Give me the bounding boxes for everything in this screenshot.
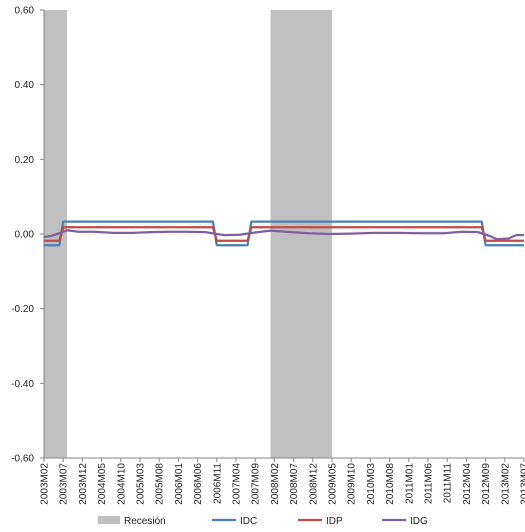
x-tick-label: 2010M03 <box>366 463 377 505</box>
x-tick-label: 2006M01 <box>174 463 185 505</box>
legend-swatch-recession <box>98 516 120 524</box>
x-tick-label: 2011M01 <box>404 463 415 504</box>
x-tick-label: 2003M07 <box>59 463 70 505</box>
x-tick-label: 2007M04 <box>232 463 243 505</box>
y-tick-label: -0.60 <box>11 454 34 465</box>
x-tick-label: 2007M09 <box>251 463 262 505</box>
x-tick-label: 2005M08 <box>155 463 166 505</box>
x-tick-label: 2011M06 <box>424 463 435 504</box>
x-tick-label: 2013M02 <box>500 463 511 505</box>
series-lines <box>43 220 524 247</box>
y-tick-label: -0.40 <box>11 379 34 390</box>
x-tick-label: 2009M05 <box>328 463 339 505</box>
y-tick-label: -0.20 <box>11 304 34 315</box>
y-tick-label: 0.40 <box>15 80 35 91</box>
legend: Recesión IDC IDP IDG <box>98 516 428 527</box>
x-tick-label: 2005M03 <box>136 463 147 505</box>
legend-label-recession: Recesión <box>124 516 166 527</box>
legend-label-idp: IDP <box>326 516 343 527</box>
recession-bands <box>44 10 332 458</box>
legend-label-idg: IDG <box>410 516 428 527</box>
x-tick-label: 2009M10 <box>347 463 358 505</box>
x-tick-label: 2004M05 <box>97 463 108 505</box>
x-tick-label: 2004M10 <box>116 463 127 505</box>
x-tick-label: 2008M12 <box>308 463 319 505</box>
x-tick-label: 2008M07 <box>289 463 300 505</box>
series-line-idg <box>43 229 524 241</box>
x-tick-label: 2013M07 <box>520 463 525 505</box>
x-tick-label: 2006M06 <box>193 463 204 505</box>
y-tick-label: 0.20 <box>15 155 35 166</box>
axes: 0.60 0.40 0.20 0.00 -0.20 -0.40 -0.60 2003M02 20… <box>11 6 525 505</box>
legend-label-idc: IDC <box>240 516 257 527</box>
x-tick-label: 2003M02 <box>40 463 51 505</box>
x-tick-label: 2003M12 <box>78 463 89 505</box>
x-tick-label: 2012M04 <box>462 463 473 505</box>
y-tick-label: 0.00 <box>15 230 35 241</box>
x-tick-label: 2008M02 <box>270 463 281 505</box>
y-tick-label: 0.60 <box>15 6 35 17</box>
x-tick-label: 2011M11 <box>443 463 454 504</box>
x-tick-label: 2006M11 <box>212 463 223 504</box>
x-tick-label: 2012M09 <box>481 463 492 505</box>
x-tick-label: 2010M08 <box>385 463 396 505</box>
